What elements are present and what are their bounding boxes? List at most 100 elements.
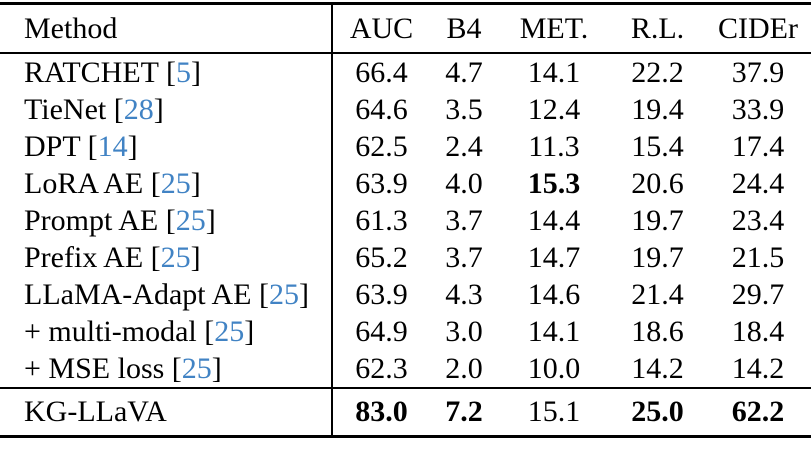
citation-link[interactable]: 5	[175, 55, 191, 89]
citation-bracket-open: [	[80, 129, 98, 163]
method-cell: Prefix AE [25]	[0, 239, 333, 276]
table-row: Prompt AE [25] 61.3 3.7 14.4 19.7 23.4	[0, 202, 811, 239]
column-header-met: MET.	[498, 3, 610, 54]
citation-bracket-open: [	[143, 166, 161, 200]
metric-value-cell: 18.4	[731, 314, 785, 348]
final-row: KG-LLaVA 83.0 7.2 15.1 25.0 62.2	[0, 388, 811, 437]
metric-value-cell: 4.7	[445, 55, 483, 89]
metric-value-cell: 62.5	[355, 129, 408, 163]
metric-value-cell: 66.4	[355, 55, 408, 89]
metric-value-cell: 3.5	[445, 92, 483, 126]
metric-value-cell: 33.9	[731, 92, 785, 126]
citation-bracket-close: ]	[298, 277, 309, 311]
method-name: + MSE loss	[24, 351, 165, 385]
metric-value-cell: 3.0	[445, 314, 483, 348]
metric-value-cell: 24.4	[731, 166, 785, 200]
metric-value-cell: 14.1	[527, 314, 581, 348]
citation-bracket-open: [	[158, 55, 176, 89]
method-cell: KG-LLaVA	[0, 388, 333, 437]
table-row: DPT [14] 62.5 2.4 11.3 15.4 17.4	[0, 128, 811, 165]
citation-link[interactable]: 25	[268, 277, 299, 311]
column-header-method: Method	[0, 3, 333, 54]
citation-bracket-open: [	[164, 351, 182, 385]
citation-bracket-open: [	[251, 277, 269, 311]
table-row: LoRA AE [25] 63.9 4.0 15.3 20.6 24.4	[0, 165, 811, 202]
metric-value-cell: 22.2	[631, 55, 684, 89]
method-name: KG-LLaVA	[24, 395, 167, 428]
citation-bracket-open: [	[196, 314, 215, 348]
metric-value-cell: 20.6	[631, 166, 684, 200]
metric-value-cell: 63.9	[355, 166, 408, 200]
citation-link[interactable]: 25	[214, 314, 245, 348]
citation-bracket-close: ]	[190, 166, 201, 200]
table-row: + MSE loss [25] 62.3 2.0 10.0 14.2 14.2	[0, 350, 811, 389]
citation-link[interactable]: 25	[175, 203, 206, 237]
metric-value-cell: 19.7	[631, 203, 684, 237]
method-name: TieNet	[24, 92, 107, 126]
metric-value-cell: 19.4	[631, 92, 684, 126]
table-body: RATCHET [5] 66.4 4.7 14.1 22.2 37.9 TieNet [28…	[0, 53, 811, 389]
metric-value-cell: 37.9	[731, 55, 785, 89]
metric-value-cell: 18.6	[631, 314, 684, 348]
metric-value-cell: 83.0	[355, 395, 408, 428]
citation-link[interactable]: 25	[160, 240, 191, 274]
citation-link[interactable]: 25	[160, 166, 191, 200]
metric-value-cell: 4.3	[445, 277, 483, 311]
citation-bracket-close: ]	[211, 351, 222, 385]
citation-bracket-open: [	[158, 203, 176, 237]
metric-value-cell: 4.0	[445, 166, 483, 200]
citation-bracket-open: [	[143, 240, 161, 274]
metric-value-cell: 21.4	[631, 277, 684, 311]
metric-value-cell: 19.7	[631, 240, 684, 274]
method-name: LoRA AE	[24, 166, 144, 200]
citation-bracket-close: ]	[190, 240, 201, 274]
table-row: TieNet [28] 64.6 3.5 12.4 19.4 33.9	[0, 91, 811, 128]
metric-value-cell: 14.7	[527, 240, 581, 274]
metric-value-cell: 10.0	[498, 350, 610, 389]
header-row: Method AUC B4 MET. R.L. CIDEr	[0, 3, 811, 54]
metric-value-cell: 14.2	[610, 350, 705, 389]
method-cell: LoRA AE [25]	[0, 165, 333, 202]
metric-value-cell: 15.4	[631, 129, 684, 163]
method-cell: TieNet [28]	[0, 91, 333, 128]
metric-value-cell: 64.9	[355, 314, 408, 348]
table-header: Method AUC B4 MET. R.L. CIDEr	[0, 3, 811, 54]
metric-value-cell: 17.4	[731, 129, 785, 163]
column-header-b4: B4	[430, 3, 498, 54]
citation-bracket-close: ]	[153, 92, 164, 126]
method-name: RATCHET	[24, 55, 159, 89]
table-row: + multi-modal [25] 64.9 3.0 14.1 18.6 18.4	[0, 313, 811, 350]
table-foot: KG-LLaVA 83.0 7.2 15.1 25.0 62.2	[0, 388, 811, 437]
citation-link[interactable]: 28	[123, 92, 154, 126]
citation-bracket-open: [	[106, 92, 124, 126]
metric-value-cell: 14.1	[527, 55, 581, 89]
metric-value-cell: 25.0	[631, 395, 684, 428]
column-header-rl: R.L.	[610, 3, 705, 54]
results-table: Method AUC B4 MET. R.L. CIDEr RATCHET [5] 66.…	[0, 2, 811, 438]
citation-bracket-close: ]	[244, 314, 255, 348]
column-header-cider: CIDEr	[705, 3, 811, 54]
metric-value-cell: 62.3	[332, 350, 430, 389]
metric-value-cell: 29.7	[731, 277, 785, 311]
method-cell: RATCHET [5]	[0, 53, 333, 91]
method-name: Prefix AE	[24, 240, 144, 274]
metric-value-cell: 14.2	[705, 350, 811, 389]
metric-value-cell: 2.0	[430, 350, 498, 389]
method-name: Prompt AE	[24, 203, 159, 237]
metric-value-cell: 7.2	[445, 395, 483, 428]
citation-link[interactable]: 25	[181, 351, 212, 385]
metric-value-cell: 65.2	[355, 240, 408, 274]
metric-value-cell: 14.6	[527, 277, 581, 311]
method-cell: + multi-modal [25]	[0, 313, 333, 350]
method-name: + multi-modal	[24, 314, 197, 348]
citation-bracket-close: ]	[127, 129, 138, 163]
metric-value-cell: 61.3	[355, 203, 408, 237]
method-cell: + MSE loss [25]	[0, 350, 333, 389]
metric-value-cell: 23.4	[731, 203, 785, 237]
table-row: LLaMA-Adapt AE [25] 63.9 4.3 14.6 21.4 29.7	[0, 276, 811, 313]
metric-value-cell: 15.1	[527, 395, 581, 428]
method-name: DPT	[24, 129, 81, 163]
method-cell: DPT [14]	[0, 128, 333, 165]
citation-link[interactable]: 14	[97, 129, 128, 163]
citation-bracket-close: ]	[205, 203, 216, 237]
